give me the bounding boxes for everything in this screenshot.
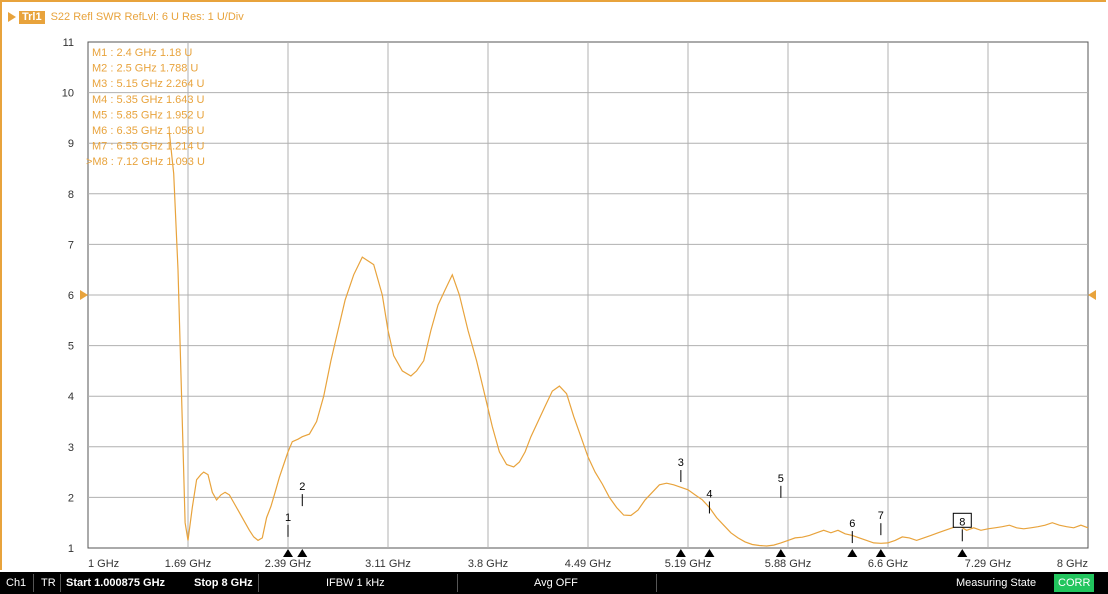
x-tick-label: 7.29 GHz	[965, 558, 1011, 570]
marker-readout: M1 : 2.4 GHz 1.18 U	[92, 47, 192, 59]
y-tick-label: 9	[68, 138, 74, 150]
x-tick-label: 4.49 GHz	[565, 558, 611, 570]
x-tick-label: 2.39 GHz	[265, 558, 311, 570]
y-tick-label: 8	[68, 189, 74, 201]
marker-position-icon	[297, 549, 308, 557]
marker-label: 7	[878, 510, 884, 522]
y-tick-label: 2	[68, 492, 74, 504]
y-tick-label: 7	[68, 239, 74, 251]
averaging-setting[interactable]: Avg OFF	[534, 577, 578, 589]
swr-trace-line	[168, 133, 1089, 547]
x-tick-label: 8 GHz	[1057, 558, 1088, 570]
marker-position-icon	[875, 549, 886, 557]
marker-label: 3	[678, 457, 684, 469]
status-bar: Ch1 TR Start 1.000875 GHz Stop 8 GHz IFB…	[0, 572, 1108, 594]
trace-info: S22 Refl SWR RefLvl: 6 U Res: 1 U/Div	[50, 11, 244, 23]
reference-level-left-icon	[80, 290, 88, 300]
ifbw-setting[interactable]: IFBW 1 kHz	[326, 577, 385, 589]
x-tick-label: 3.8 GHz	[468, 558, 508, 570]
marker-box	[952, 512, 972, 528]
marker-position-icon	[675, 549, 686, 557]
x-tick-label: 5.19 GHz	[665, 558, 711, 570]
x-tick-label: 5.88 GHz	[765, 558, 811, 570]
marker-position-icon	[847, 549, 858, 557]
measuring-state: Measuring State	[956, 577, 1037, 589]
marker-readout: M7 : 6.55 GHz 1.214 U	[92, 141, 205, 153]
swr-chart[interactable]: 1 2 3 4 5 6 7 8 9 10 11 1 GHz 1.69 GHz 2.39 GHz 3.11 G…	[0, 0, 1108, 572]
marker-readout: M5 : 5.85 GHz 1.952 U	[92, 109, 205, 121]
marker-readout: M2 : 2.5 GHz 1.788 U	[92, 63, 198, 75]
reference-level-right-icon	[1088, 290, 1096, 300]
marker-label: 5	[778, 473, 784, 485]
x-tick-label: 1.69 GHz	[165, 558, 211, 570]
y-tick-label: 3	[68, 442, 74, 454]
marker-label: 8	[959, 516, 965, 528]
marker-readout: >M8 : 7.12 GHz 1.093 U	[86, 156, 205, 168]
marker-position-icon	[775, 549, 786, 557]
y-tick-label: 5	[68, 341, 74, 353]
marker-position-icon	[283, 549, 293, 557]
correction-badge: CORR	[1054, 574, 1095, 592]
marker-position-icon	[957, 549, 968, 557]
trace-arrow-icon	[8, 12, 16, 22]
marker-label: 2	[299, 481, 305, 493]
marker-readout: M6 : 6.35 GHz 1.058 U	[92, 125, 205, 137]
marker-readout: M4 : 5.35 GHz 1.643 U	[92, 94, 205, 106]
marker-position-icon	[704, 549, 715, 557]
marker-label: 6	[849, 518, 855, 530]
trace-header[interactable]: Trl1 S22 Refl SWR RefLvl: 6 U Res: 1 U/D…	[8, 9, 244, 25]
y-tick-label: 4	[68, 391, 74, 403]
marker-label: 4	[706, 488, 712, 500]
x-tick-label: 6.6 GHz	[868, 558, 908, 570]
chart-frame	[0, 0, 1106, 570]
x-tick-label: 1 GHz	[88, 558, 119, 570]
mode-label[interactable]: TR	[41, 577, 56, 589]
start-frequency[interactable]: Start 1.000875 GHz	[66, 577, 166, 589]
y-tick-label: 11	[63, 37, 74, 49]
y-tick-label: 10	[62, 88, 74, 100]
y-tick-label: 1	[68, 543, 74, 555]
x-tick-label: 3.11 GHz	[365, 558, 411, 570]
marker-readout: M3 : 5.15 GHz 2.264 U	[92, 78, 205, 90]
trace-tag[interactable]: Trl1	[19, 10, 45, 24]
channel-label[interactable]: Ch1	[6, 577, 27, 589]
marker-label: 1	[285, 512, 291, 524]
y-tick-label: 6	[68, 290, 74, 302]
stop-frequency[interactable]: Stop 8 GHz	[194, 577, 253, 589]
